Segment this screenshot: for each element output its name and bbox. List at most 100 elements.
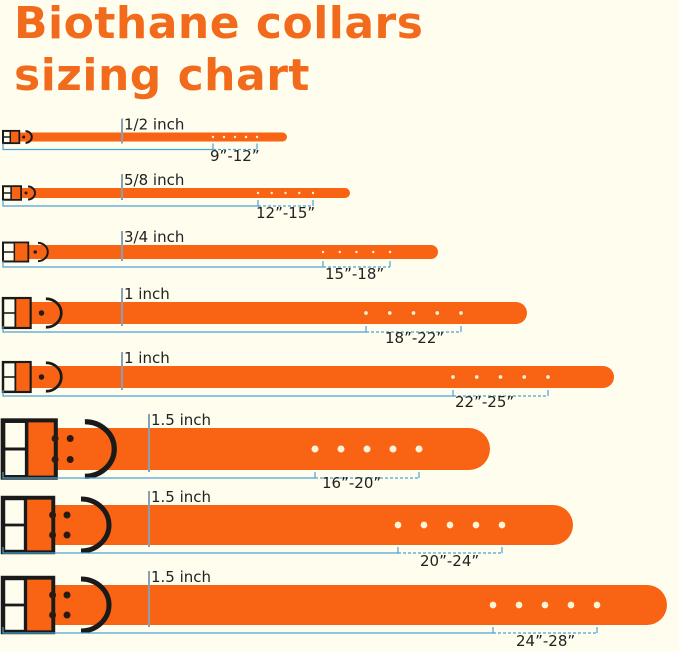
strap-hole bbox=[244, 135, 248, 139]
strap-hole bbox=[355, 250, 358, 254]
length-bracket bbox=[2, 472, 316, 479]
size-range-label: 22”-25” bbox=[455, 393, 514, 411]
collar-strap bbox=[11, 132, 287, 142]
d-ring-icon bbox=[37, 241, 49, 263]
collar-strap bbox=[15, 245, 438, 259]
strap-hole bbox=[387, 311, 392, 315]
collar: 3/4 inch 15”-18” bbox=[2, 228, 438, 283]
buckle-keeper bbox=[10, 185, 22, 201]
width-label: 1 inch bbox=[124, 349, 170, 367]
length-bracket bbox=[2, 390, 454, 397]
strap-hole bbox=[515, 601, 523, 609]
buckle-keeper bbox=[14, 297, 32, 329]
strap-hole bbox=[255, 135, 259, 139]
width-label: 1.5 inch bbox=[151, 568, 211, 586]
strap-hole bbox=[222, 135, 226, 139]
size-range-label: 12”-15” bbox=[256, 204, 315, 222]
strap-hole bbox=[489, 601, 497, 609]
buckle-keeper bbox=[23, 576, 55, 634]
buckle-keeper bbox=[14, 361, 32, 393]
strap-hole bbox=[270, 191, 273, 195]
d-ring-icon bbox=[80, 496, 112, 554]
collar: 5/8 inch 12”-15” bbox=[2, 171, 350, 222]
strap-hole bbox=[498, 375, 503, 379]
width-label: 1.5 inch bbox=[151, 488, 211, 506]
strap-hole bbox=[311, 445, 319, 453]
rivet bbox=[66, 435, 74, 442]
collar: 1.5 inch 20”-24” bbox=[0, 488, 573, 570]
strap-hole bbox=[363, 445, 371, 453]
collar: 1 inch 18”-22” bbox=[1, 285, 527, 347]
strap-hole bbox=[256, 191, 260, 195]
strap-hole bbox=[593, 601, 601, 609]
strap-hole bbox=[321, 250, 325, 254]
length-bracket bbox=[2, 627, 494, 634]
rivet bbox=[22, 135, 26, 139]
size-range-label: 16”-20” bbox=[322, 474, 381, 492]
rivet bbox=[63, 531, 71, 539]
rivet bbox=[24, 191, 28, 195]
strap-hole bbox=[459, 311, 463, 315]
rivet bbox=[63, 611, 71, 619]
width-label: 3/4 inch bbox=[124, 228, 184, 246]
strap-hole bbox=[474, 375, 479, 379]
length-bracket bbox=[2, 143, 214, 151]
buckle-keeper bbox=[9, 130, 20, 144]
rivet bbox=[51, 435, 59, 442]
strap-hole bbox=[420, 521, 428, 529]
strap-hole bbox=[498, 521, 506, 529]
strap-hole bbox=[451, 375, 455, 379]
rivet bbox=[49, 611, 57, 619]
strap-hole bbox=[522, 375, 527, 379]
rivet bbox=[38, 374, 45, 380]
length-bracket bbox=[2, 326, 367, 333]
strap-hole bbox=[311, 191, 315, 195]
d-ring-icon bbox=[25, 130, 33, 144]
collar-strap bbox=[12, 188, 350, 198]
collar-strap bbox=[16, 302, 527, 324]
rivet bbox=[49, 591, 57, 599]
size-range-label: 15”-18” bbox=[325, 265, 384, 283]
length-bracket bbox=[2, 261, 324, 268]
strap-hole bbox=[298, 191, 301, 195]
buckle-keeper bbox=[13, 241, 29, 263]
collar: 1.5 inch 24”-28” bbox=[0, 568, 667, 650]
collar: 1/2 inch 9”-12” bbox=[2, 116, 287, 165]
strap-hole bbox=[472, 521, 480, 529]
width-label: 5/8 inch bbox=[124, 171, 184, 189]
buckle-keeper bbox=[24, 418, 58, 480]
length-bracket bbox=[2, 547, 399, 554]
rivet bbox=[51, 456, 59, 463]
rivet bbox=[38, 310, 45, 316]
strap-hole bbox=[435, 311, 440, 315]
strap-hole bbox=[567, 601, 575, 609]
d-ring-icon bbox=[80, 576, 112, 634]
buckle-keeper bbox=[23, 496, 55, 554]
collar-strap bbox=[28, 585, 667, 625]
rivet bbox=[63, 511, 71, 519]
strap-hole bbox=[546, 375, 550, 379]
width-label: 1.5 inch bbox=[151, 411, 211, 429]
size-range-label: 18”-22” bbox=[385, 329, 444, 347]
strap-hole bbox=[338, 250, 341, 254]
size-range-label: 9”-12” bbox=[210, 147, 260, 165]
collar-strap bbox=[29, 428, 490, 470]
d-ring-icon bbox=[45, 361, 63, 393]
strap-hole bbox=[394, 521, 402, 529]
strap-hole bbox=[372, 250, 375, 254]
strap-hole bbox=[284, 191, 287, 195]
length-bracket bbox=[2, 200, 259, 207]
rivet bbox=[33, 250, 37, 254]
strap-hole bbox=[541, 601, 549, 609]
size-range-label: 24”-28” bbox=[516, 632, 575, 650]
strap-hole bbox=[211, 135, 215, 139]
collar: 1.5 inch 16”-20” bbox=[0, 411, 490, 492]
collar-strap bbox=[28, 505, 573, 545]
title-line-1: Biothane collars bbox=[14, 0, 424, 49]
width-label: 1/2 inch bbox=[124, 116, 184, 134]
size-range-label: 20”-24” bbox=[420, 552, 479, 570]
rivet bbox=[49, 511, 57, 519]
strap-hole bbox=[389, 445, 397, 453]
